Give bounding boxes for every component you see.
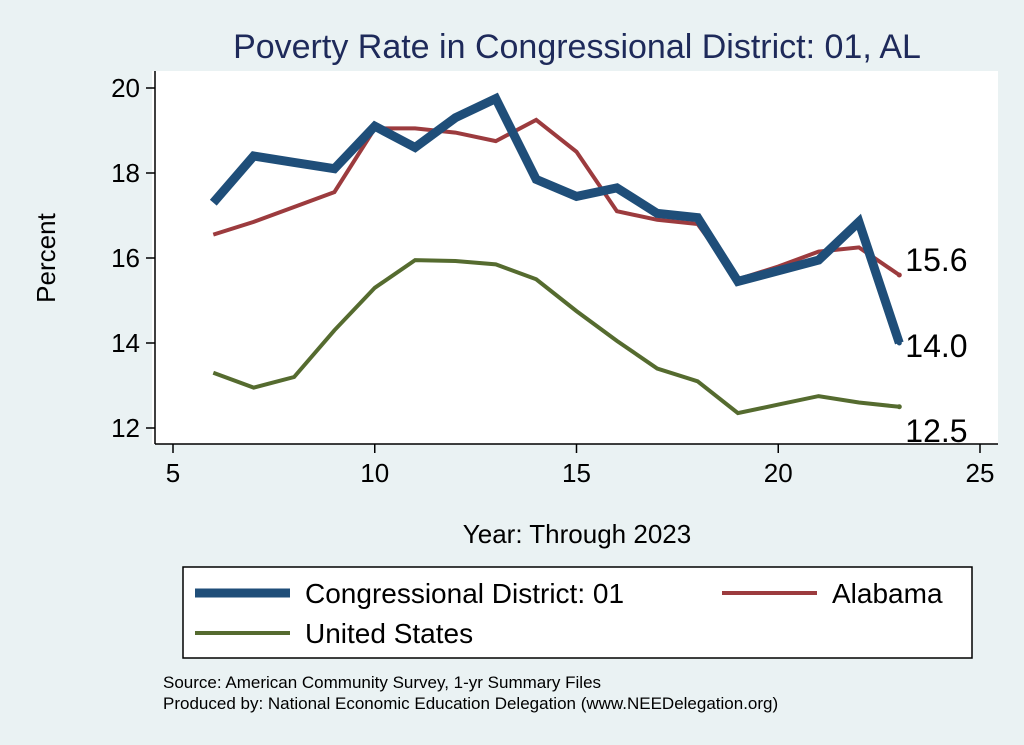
series-line-1	[212, 117, 901, 282]
x-tick-label: 5	[166, 458, 180, 488]
x-axis-label: Year: Through 2023	[463, 519, 691, 549]
y-axis-label: Percent	[31, 212, 61, 302]
end-value-label: 15.6	[905, 242, 967, 278]
x-tick-label: 15	[562, 458, 591, 488]
y-axis-ticks: 12 14 16 18 20	[111, 73, 155, 443]
legend-label: United States	[305, 618, 473, 649]
y-tick-label: 16	[111, 243, 140, 273]
legend-label: Alabama	[832, 578, 943, 609]
end-value-label: 12.5	[905, 413, 967, 449]
y-tick-label: 12	[111, 413, 140, 443]
y-tick-label: 18	[111, 158, 140, 188]
series-line-2	[212, 258, 900, 416]
produced-by-note: Produced by: National Economic Education…	[163, 694, 778, 713]
series-end-point	[896, 404, 902, 410]
series-layer: 14.0 15.6 12.5	[209, 92, 968, 449]
y-tick-label: 14	[111, 328, 140, 358]
legend-label: Congressional District: 01	[305, 578, 624, 609]
y-tick-label: 20	[111, 73, 140, 103]
end-value-label: 14.0	[905, 328, 967, 364]
x-axis-ticks: 5 10 15 20 25	[166, 444, 995, 488]
grid-lines	[155, 87, 998, 429]
chart-title: Poverty Rate in Congressional District: …	[233, 28, 921, 66]
x-tick-label: 10	[360, 458, 389, 488]
source-note: Source: American Community Survey, 1-yr …	[163, 673, 601, 692]
series-end-point	[896, 272, 902, 278]
series-end-point	[896, 340, 902, 346]
x-tick-label: 20	[764, 458, 793, 488]
legend-box	[182, 566, 973, 659]
legend: Congressional District: 01 Alabama United …	[195, 578, 943, 649]
series-line-0	[209, 92, 904, 345]
x-tick-label: 25	[966, 458, 995, 488]
